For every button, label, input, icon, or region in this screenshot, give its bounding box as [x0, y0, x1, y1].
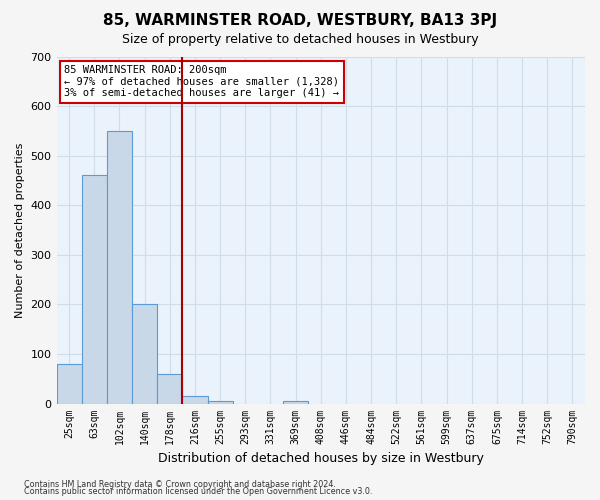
- Bar: [182, 396, 208, 404]
- Bar: [107, 131, 132, 404]
- Bar: [82, 176, 107, 404]
- Bar: [208, 401, 233, 404]
- X-axis label: Distribution of detached houses by size in Westbury: Distribution of detached houses by size …: [158, 452, 484, 465]
- Bar: [56, 364, 82, 404]
- Bar: [132, 304, 157, 404]
- Y-axis label: Number of detached properties: Number of detached properties: [15, 142, 25, 318]
- Text: 85, WARMINSTER ROAD, WESTBURY, BA13 3PJ: 85, WARMINSTER ROAD, WESTBURY, BA13 3PJ: [103, 12, 497, 28]
- Bar: [283, 401, 308, 404]
- Text: Contains HM Land Registry data © Crown copyright and database right 2024.: Contains HM Land Registry data © Crown c…: [24, 480, 336, 489]
- Text: Size of property relative to detached houses in Westbury: Size of property relative to detached ho…: [122, 32, 478, 46]
- Text: Contains public sector information licensed under the Open Government Licence v3: Contains public sector information licen…: [24, 487, 373, 496]
- Bar: [157, 374, 182, 404]
- Text: 85 WARMINSTER ROAD: 200sqm
← 97% of detached houses are smaller (1,328)
3% of se: 85 WARMINSTER ROAD: 200sqm ← 97% of deta…: [64, 65, 340, 98]
